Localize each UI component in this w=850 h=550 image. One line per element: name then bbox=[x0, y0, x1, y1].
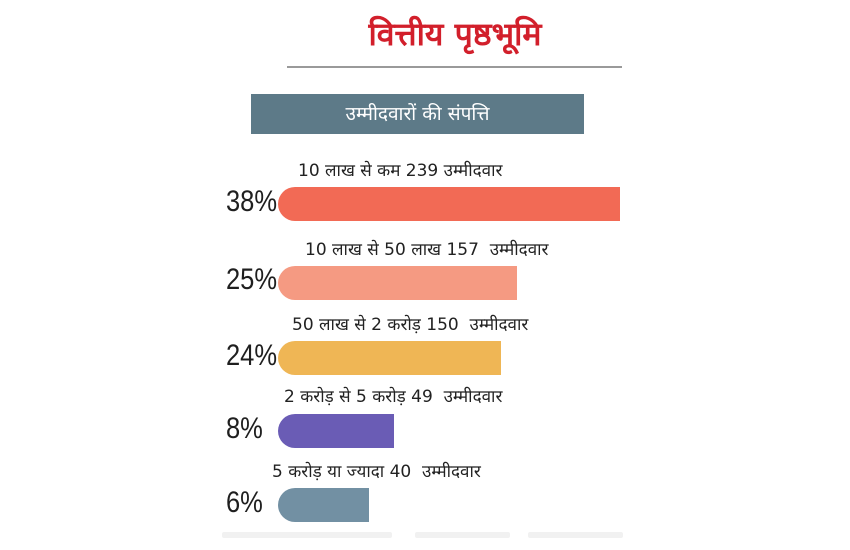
bar bbox=[278, 341, 501, 375]
bar-label: 10 लाख से 50 लाख 157 उम्मीदवार bbox=[305, 240, 549, 260]
bar-percent: 8% bbox=[226, 412, 263, 445]
bar bbox=[278, 414, 394, 448]
chart-title: वित्तीय पृष्ठभूमि bbox=[368, 15, 542, 53]
faint-footer-line bbox=[222, 532, 392, 538]
bar-row: 50 लाख से 2 करोड़ 150 उम्मीदवार 24% bbox=[0, 0, 850, 375]
bar-row: 10 लाख से कम 239 उम्मीदवार 38% bbox=[0, 0, 850, 221]
bar bbox=[278, 488, 369, 522]
faint-footer-line bbox=[415, 532, 510, 538]
bar-label: 50 लाख से 2 करोड़ 150 उम्मीदवार bbox=[292, 315, 529, 335]
bar-percent: 24% bbox=[226, 339, 278, 372]
bar-row: 2 करोड़ से 5 करोड़ 49 उम्मीदवार 8% bbox=[0, 0, 850, 448]
bar-label: 2 करोड़ से 5 करोड़ 49 उम्मीदवार bbox=[284, 387, 503, 407]
chart-subtitle: उम्मीदवारों की संपत्ति bbox=[345, 103, 490, 125]
bar bbox=[278, 266, 517, 300]
title-divider bbox=[287, 66, 622, 68]
faint-footer-line bbox=[528, 532, 623, 538]
bar-label: 5 करोड़ या ज्यादा 40 उम्मीदवार bbox=[272, 462, 481, 482]
bar-percent: 25% bbox=[226, 263, 278, 296]
bar-label: 10 लाख से कम 239 उम्मीदवार bbox=[298, 161, 503, 181]
bar-row: 10 लाख से 50 लाख 157 उम्मीदवार 25% bbox=[0, 0, 850, 300]
bar-row: 5 करोड़ या ज्यादा 40 उम्मीदवार 6% bbox=[0, 0, 850, 522]
subtitle-banner: उम्मीदवारों की संपत्ति bbox=[251, 94, 584, 134]
bar-percent: 38% bbox=[226, 185, 278, 218]
bar bbox=[278, 187, 620, 221]
bar-percent: 6% bbox=[226, 486, 263, 519]
